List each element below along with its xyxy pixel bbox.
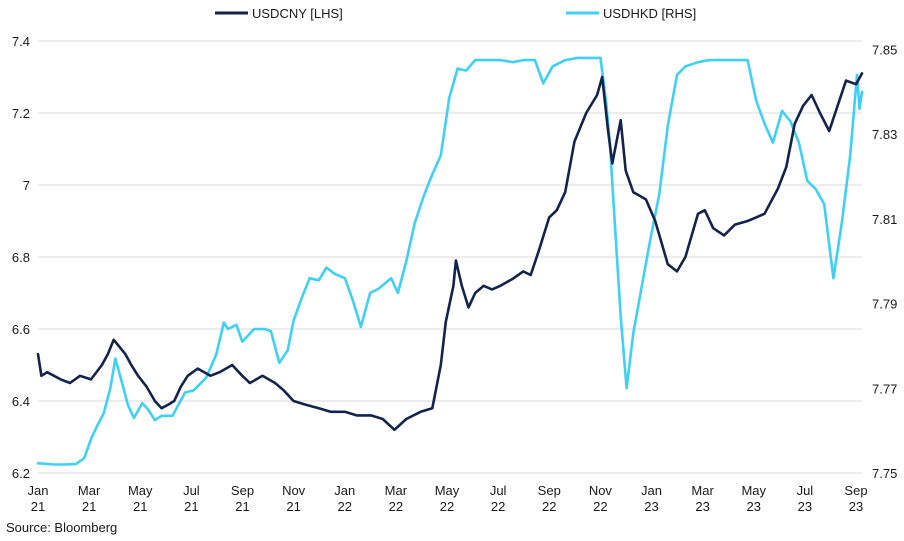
left-tick-label: 7.2 (12, 106, 30, 121)
source-note: Source: Bloomberg (6, 520, 118, 535)
x-tick-label: Sep 22 (538, 483, 561, 514)
x-tick-label: Mar 23 (691, 483, 714, 514)
right-axis-ticks: 7.75 7.77 7.79 7.81 7.83 7.85 (872, 42, 897, 481)
right-tick-label: 7.79 (872, 297, 897, 312)
x-tick-label: May 22 (435, 483, 460, 514)
series-lines (36, 56, 864, 466)
x-tick-label: Jul 22 (490, 483, 507, 514)
legend-label-usdhkd: USDHKD [RHS] (603, 6, 696, 21)
series-line-usdhkd (36, 56, 864, 466)
x-tick-label: Nov 21 (282, 483, 306, 514)
right-tick-label: 7.81 (872, 212, 897, 227)
x-tick-label: Jul 23 (797, 483, 814, 514)
x-tick-label: May 23 (741, 483, 766, 514)
x-tick-label: Mar 21 (78, 483, 101, 514)
right-tick-label: 7.75 (872, 466, 897, 481)
x-tick-label: May 21 (128, 483, 153, 514)
left-tick-label: 7 (23, 178, 30, 193)
x-axis-ticks: Jan 21 Mar 21 May 21 Jul 21 Sep 21 Nov 21 Jan 22 Mar 22… (28, 483, 868, 514)
right-tick-label: 7.85 (872, 42, 897, 57)
x-tick-label: Sep 21 (231, 483, 254, 514)
right-tick-label: 7.77 (872, 381, 897, 396)
right-tick-label: 7.83 (872, 127, 897, 142)
left-tick-label: 6.6 (12, 322, 30, 337)
x-tick-label: Jan 21 (28, 483, 49, 514)
x-tick-label: Sep 23 (844, 483, 867, 514)
x-tick-label: Jul 21 (183, 483, 200, 514)
x-tick-label: Jan 23 (641, 483, 662, 514)
legend-label-usdcny: USDCNY [LHS] (252, 6, 343, 21)
left-tick-label: 6.2 (12, 466, 30, 481)
x-tick-label: Jan 22 (334, 483, 355, 514)
legend: USDCNY [LHS] USDHKD [RHS] (215, 6, 696, 21)
left-tick-label: 7.4 (12, 34, 30, 49)
x-tick-label: Mar 22 (385, 483, 408, 514)
series-line-usdcny (36, 72, 864, 432)
x-tick-label: Nov 22 (589, 483, 613, 514)
left-tick-label: 6.8 (12, 250, 30, 265)
left-axis-ticks: 6.2 6.4 6.6 6.8 7 7.2 7.4 (12, 34, 30, 481)
left-tick-label: 6.4 (12, 394, 30, 409)
